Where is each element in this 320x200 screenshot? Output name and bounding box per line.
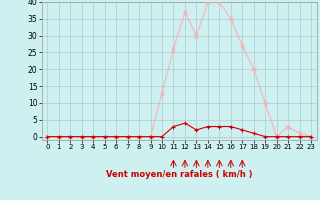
X-axis label: Vent moyen/en rafales ( km/h ): Vent moyen/en rafales ( km/h ) <box>106 170 252 179</box>
